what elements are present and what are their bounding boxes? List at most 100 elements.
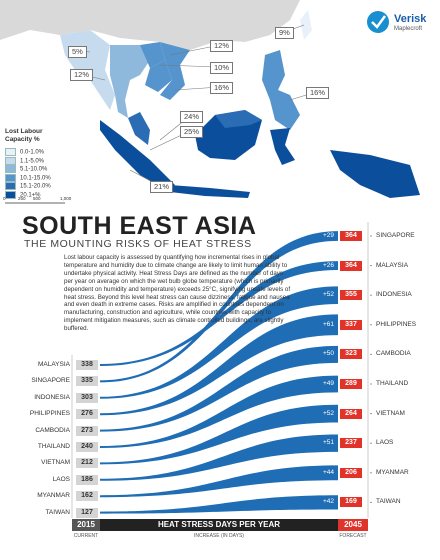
flow-band (100, 286, 338, 399)
flow-band (100, 404, 338, 465)
start-label: 2015 (77, 520, 95, 529)
left-country: SINGAPORE (31, 377, 70, 385)
increase-label: +52 (322, 409, 334, 417)
legend-swatch (5, 182, 16, 190)
left-country: MALAYSIA (37, 361, 70, 368)
increase-label: +49 (322, 380, 334, 387)
legend-item: 10.1-15.0% (5, 173, 51, 183)
map-label: 24% (180, 111, 204, 123)
end-label: 2045 (344, 520, 362, 529)
left-country: PHILIPPINES (29, 410, 70, 418)
left-value: 335 (76, 376, 98, 387)
flow-band (100, 375, 338, 448)
left-country: INDONESIA (34, 393, 70, 401)
china (0, 0, 300, 50)
legend-label: 1.1-5.0% (20, 158, 45, 165)
map (0, 0, 440, 210)
right-country: CAMBODIA (376, 350, 411, 358)
right-value: 206 (340, 467, 362, 478)
right-value: 237 (340, 438, 362, 449)
legend-title: Lost Labour Capacity % (5, 128, 43, 143)
philippines (262, 50, 300, 130)
papua (330, 150, 420, 198)
left-value: 162 (76, 491, 98, 502)
scale-label: 500 (33, 196, 41, 201)
right-value: 364 (340, 260, 362, 271)
increase-label: +44 (322, 468, 334, 476)
flow-band (100, 434, 338, 481)
legend-swatch (5, 190, 16, 199)
legend-label: 5.1-10.0% (20, 166, 48, 173)
malaysia-borneo (215, 110, 262, 128)
increase-label: +50 (322, 350, 334, 358)
right-value: 364 (340, 231, 362, 241)
flow-band (100, 495, 338, 514)
flow-band (100, 345, 338, 432)
map-label: 9% (275, 27, 294, 39)
right-value: 169 (340, 497, 362, 508)
right-country: SINGAPORE (376, 232, 415, 239)
vietnam (160, 42, 190, 100)
right-value: 289 (340, 379, 362, 389)
chart-title: HEAT STRESS DAYS PER YEAR (157, 520, 281, 529)
legend-label: 15.1-20.0% (20, 183, 51, 190)
map-label: 21% (150, 181, 174, 193)
right-value: 337 (340, 319, 362, 330)
end-bar (338, 519, 368, 531)
start-sub: CURRENT (73, 533, 99, 539)
left-country: LAOS (52, 475, 70, 483)
left-value: 240 (76, 442, 98, 452)
legend-label: 20.1+% (20, 192, 41, 199)
flow-band (100, 314, 338, 416)
malaysia-peninsula (128, 112, 150, 145)
flow-band (100, 465, 338, 498)
brand-name: Verisk (394, 13, 427, 25)
end-sub: FORECAST (339, 533, 367, 539)
legend-item: 0.0-1.0% (5, 148, 44, 157)
taiwan (300, 10, 312, 40)
right-country: VIETNAM (376, 409, 405, 417)
left-country: TAIWAN (45, 508, 70, 516)
legend-item: 15.1-20.0% (5, 182, 51, 191)
legend-label: 0.0-1.0% (20, 149, 45, 156)
left-value: 338 (76, 360, 98, 370)
sulawesi (270, 128, 295, 165)
map-label: 12% (210, 40, 234, 52)
increase-label: +26 (322, 261, 334, 269)
legend-swatch (5, 148, 16, 156)
map-label: 25% (180, 126, 204, 138)
right-country: TAIWAN (376, 498, 401, 506)
right-value: 355 (340, 290, 362, 301)
body-text: Lost labour capacity is assessed by quan… (64, 254, 291, 333)
left-value: 276 (76, 409, 98, 420)
left-value: 127 (76, 507, 98, 518)
increase-label: +29 (322, 232, 334, 239)
right-country: INDONESIA (376, 291, 412, 299)
right-country: MALAYSIA (376, 261, 409, 269)
legend-item: 5.1-10.0% (5, 165, 47, 174)
logo-check (371, 15, 387, 29)
legend-swatch (5, 156, 16, 165)
left-value: 212 (76, 458, 98, 469)
legend-item: 20.1+% (5, 190, 41, 200)
right-country: MYANMAR (376, 468, 409, 476)
title: SOUTH EAST ASIA (22, 212, 257, 240)
sumatra (100, 120, 175, 190)
legend-swatch (5, 173, 16, 182)
right-country: THAILAND (376, 380, 409, 387)
chart-subtitle: INCREASE (IN DAYS) (194, 533, 244, 539)
map-label: 16% (210, 82, 234, 94)
right-value: 264 (340, 408, 362, 419)
right-value: 323 (340, 349, 362, 360)
left-country: CAMBODIA (35, 426, 70, 434)
right-country: LAOS (376, 439, 394, 447)
scale-label: 1,000 (60, 196, 72, 201)
scale-label: 0 (3, 196, 6, 201)
left-country: VIETNAM (41, 459, 70, 467)
axis-bar (100, 519, 338, 531)
left-value: 273 (76, 425, 98, 436)
cambodia (145, 60, 172, 92)
map-label: 12% (70, 69, 94, 81)
